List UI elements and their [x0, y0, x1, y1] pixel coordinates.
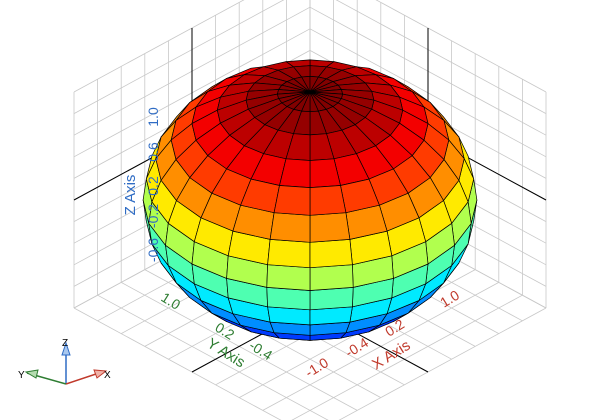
- x-tick-label: -1.0: [302, 354, 331, 380]
- z-tick-label: 0.6: [145, 142, 161, 162]
- sphere-patch: [309, 212, 351, 243]
- sphere-patch: [309, 185, 347, 216]
- orientation-triad: Z X Y: [18, 338, 111, 385]
- triad-z-label: Z: [62, 338, 68, 349]
- sphere-patch: [309, 239, 353, 269]
- x-tick-label: -0.4: [342, 334, 371, 360]
- sphere-patch: [266, 264, 311, 291]
- z-tick-label: 1.0: [145, 107, 161, 127]
- triad-y-label: Y: [18, 370, 25, 381]
- sphere-patch: [267, 239, 311, 269]
- triad-x-label: X: [104, 370, 111, 381]
- sphere-patch: [309, 287, 354, 311]
- triad-z-arrow: [61, 341, 71, 356]
- y-tick-label: 1.0: [158, 289, 183, 313]
- z-tick-label: -0.6: [145, 238, 161, 262]
- x-tick-label: 1.0: [437, 287, 462, 311]
- sphere-patch: [273, 185, 311, 216]
- sphere-surface: [142, 59, 478, 341]
- z-tick-label: 0.2: [145, 176, 161, 196]
- z-axis-label: Z Axis: [122, 175, 139, 216]
- z-tick-label: -0.2: [145, 204, 161, 228]
- sphere-patch: [309, 264, 354, 291]
- x-axis-label: X Axis: [369, 337, 413, 374]
- sphere-patch: [269, 212, 311, 243]
- triad-x-arrow: [93, 369, 108, 379]
- y-tick-label: -0.4: [246, 337, 275, 363]
- triad-y-arrow: [24, 369, 39, 379]
- sphere-patch: [266, 287, 311, 311]
